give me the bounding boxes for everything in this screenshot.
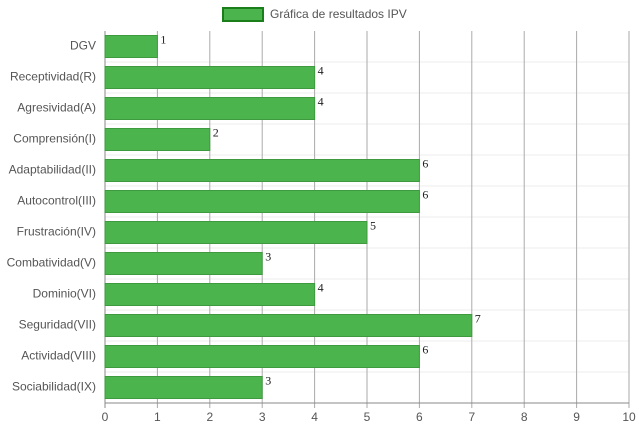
value-label: 5 [370, 218, 376, 232]
value-label: 6 [422, 342, 428, 356]
y-tick-label: Frustración(IV) [17, 225, 96, 239]
y-tick-label: Actividad(VIII) [21, 349, 96, 363]
value-label: 4 [318, 280, 324, 294]
value-label: 7 [475, 311, 481, 325]
x-tick-label: 4 [311, 410, 318, 424]
x-tick-label: 2 [206, 410, 213, 424]
y-tick-label: Sociabilidad(IX) [12, 380, 96, 394]
bar [104, 252, 263, 275]
bar [104, 221, 368, 244]
bar [104, 376, 263, 399]
legend-swatch [222, 7, 264, 22]
bar [104, 314, 473, 337]
x-tick-label: 0 [102, 410, 109, 424]
x-tick-label: 10 [622, 410, 636, 424]
y-tick-label: Autocontrol(III) [17, 194, 96, 208]
value-label: 3 [265, 249, 271, 263]
y-tick-label: Adaptabilidad(II) [9, 163, 96, 177]
x-tick-label: 8 [521, 410, 528, 424]
bar [104, 97, 316, 120]
y-tick-label: DGV [70, 39, 96, 53]
value-label: 6 [422, 156, 428, 170]
x-tick-label: 5 [364, 410, 371, 424]
y-tick-label: Agresividad(A) [17, 101, 96, 115]
y-tick-label: Seguridad(VII) [19, 318, 96, 332]
bar [104, 66, 316, 89]
value-label: 6 [422, 187, 428, 201]
y-tick-label: Dominio(VI) [33, 287, 96, 301]
x-tick-label: 1 [154, 410, 161, 424]
x-tick-label: 6 [416, 410, 423, 424]
y-tick-label: Comprensión(I) [13, 132, 96, 146]
y-tick-label: Receptividad(R) [10, 70, 96, 84]
x-tick-label: 9 [573, 410, 580, 424]
x-tick-label: 3 [259, 410, 266, 424]
value-label: 2 [213, 125, 219, 139]
value-label: 4 [318, 63, 324, 77]
y-tick-label: Combatividad(V) [7, 256, 96, 270]
bar [104, 345, 420, 368]
x-tick-label: 7 [468, 410, 475, 424]
legend-label: Gráfica de resultados IPV [270, 7, 407, 21]
bar [104, 283, 316, 306]
value-label: 4 [318, 94, 324, 108]
bar [104, 159, 420, 182]
value-label: 1 [160, 32, 166, 46]
bar [104, 35, 158, 58]
bar [104, 190, 420, 213]
value-label: 3 [265, 373, 271, 387]
bar [104, 128, 211, 151]
